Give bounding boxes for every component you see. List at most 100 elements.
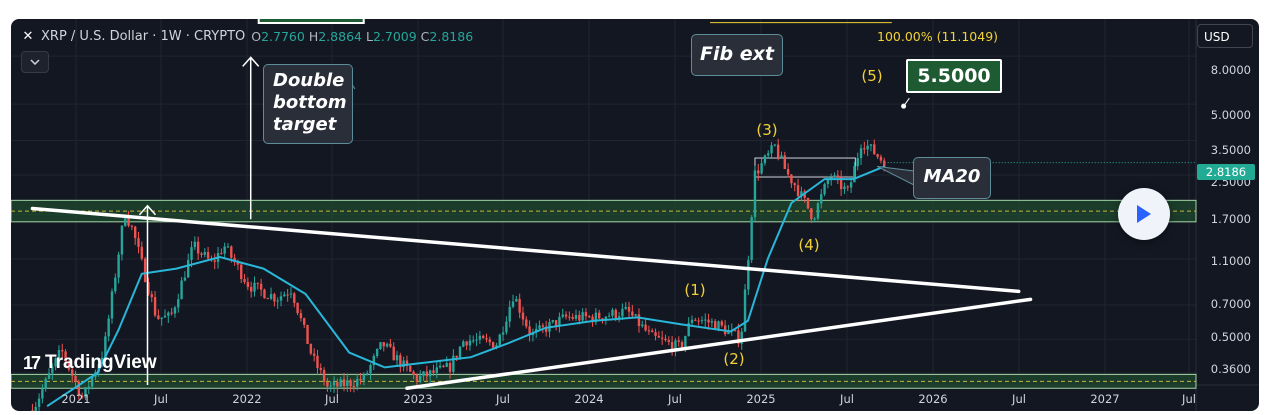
candle-body [435,367,438,373]
candle-body [206,252,210,259]
close-value: 2.8186 [429,28,474,44]
candle-body [180,280,183,300]
candle-body [90,376,94,387]
candle-body [187,259,190,278]
candle-body [747,260,750,290]
candle-body [637,314,641,327]
candle-body [57,350,61,359]
x-tick-label: Jul [1182,392,1196,406]
candle-body [47,373,51,379]
candle-body [352,385,356,387]
candle-body [478,335,482,340]
candle-body [856,157,859,167]
candle-body [147,281,150,295]
trendline [405,297,1033,390]
x-tick-label: 2022 [232,392,262,406]
candle-body [256,282,260,284]
wave-label-4: (4) [798,236,820,254]
candle-body [399,355,402,368]
double-bottom-callout: Double bottom target [263,64,353,144]
candle-body [783,155,787,169]
candle-body [150,294,153,298]
candle-body [190,247,193,260]
candle-body [395,355,399,361]
candle-body [793,183,796,186]
arrow-head [138,204,157,216]
candle-body [223,246,226,254]
candle-body [67,361,71,370]
candle-body [41,389,44,399]
candle-body [654,332,657,336]
wave-label-5: (5) [861,67,883,85]
play-replay-button[interactable] [1118,188,1170,240]
candle-body [428,370,432,377]
close-label: C [420,28,430,44]
price-chart[interactable] [11,19,1259,411]
candle-body [704,319,707,321]
high-label: H [308,28,319,44]
wave-label-3: (3) [756,121,778,139]
collapse-legend-button[interactable] [21,51,49,73]
candle-body [670,342,674,351]
candle-body [879,156,883,161]
candle-body [631,311,634,316]
candle-body [266,298,269,300]
candle-body [859,148,863,158]
candle-body [515,298,518,302]
candle-body [800,191,803,197]
candle-body [717,321,720,330]
candle-body [286,294,289,296]
candle-body [183,277,187,281]
candle-body [312,353,316,356]
y-tick-label: 0.3600 [1210,362,1251,376]
candle-body [173,307,177,314]
candle-body [720,321,724,326]
symbol-title[interactable]: XRP / U.S. Dollar · 1W · CRYPTO [41,28,246,44]
candle-body [153,297,157,316]
candle-body [356,378,359,387]
symbol-header: ✕ XRP / U.S. Dollar · 1W · CRYPTO O2.776… [21,27,474,45]
play-icon [1137,205,1151,223]
currency-button[interactable]: USD [1197,24,1253,48]
candle-body [763,155,767,164]
x-tick-label: Jul [496,392,510,406]
candle-body [44,378,47,390]
candle-body [588,316,591,318]
open-value: 2.7760 [261,28,305,44]
candle-body [107,318,110,337]
candle-body [468,340,472,346]
candle-body [332,382,336,386]
candle-body [193,241,197,248]
x-tick-label: Jul [1012,392,1026,406]
close-icon[interactable]: ✕ [22,28,34,44]
candle-body [740,331,743,344]
candle-body [342,379,346,387]
candle-body [833,175,836,178]
candle-body [137,238,140,247]
candle-body [475,339,478,341]
candle-body [627,306,631,312]
candle-body [303,318,306,325]
candle-body [594,312,598,323]
candle-body [883,160,886,169]
candle-body [614,309,617,318]
candle-body [611,309,614,316]
candle-body [316,355,319,369]
candle-body [684,336,687,348]
candle-body [130,225,134,227]
target-price-box: 5.5000 [906,59,1002,93]
candle-body [707,319,710,323]
candle-body [140,246,144,259]
x-tick-label: 2026 [918,392,948,406]
candle-body [349,380,352,386]
candle-body [296,302,299,314]
wave-label-2: (2) [723,350,745,368]
candle-body [273,294,276,302]
ma20-line [46,165,886,408]
candle-body [541,325,545,327]
candle-body [849,182,853,188]
candle-body [389,343,392,347]
candle-body [124,217,127,226]
ohlc-values: O2.7760 H2.8864 L2.7009 C2.8186 [251,29,473,44]
candle-body [651,330,654,333]
